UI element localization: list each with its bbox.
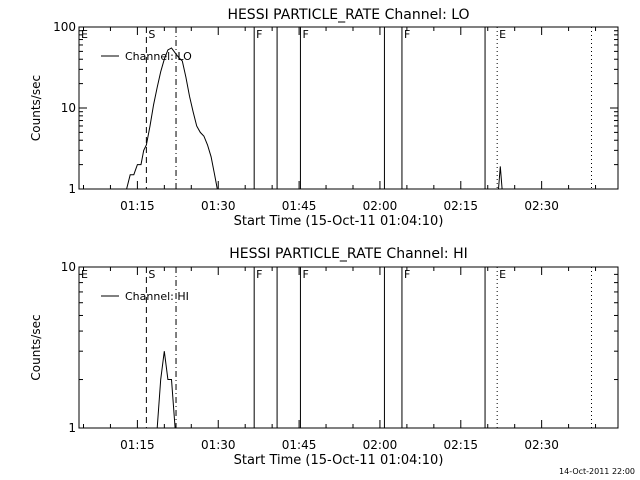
chart-panel-lo: HESSI PARTICLE_RATE Channel: LO 01:15 01:3… (29, 7, 619, 229)
flag-label: F (256, 28, 262, 41)
legend-entry: Channel: LO (125, 50, 192, 63)
x-tick-label: 01:15 (120, 438, 155, 452)
flag-label: F (404, 268, 410, 281)
y-tick-label: 100 (53, 20, 76, 34)
flag-label: F (256, 268, 262, 281)
data-series-line (126, 47, 218, 190)
flag-label: S (148, 28, 155, 41)
y-tick-label: 1 (68, 421, 76, 435)
chart-panel-hi: HESSI PARTICLE_RATE Channel: HI 01:15 01:3… (29, 246, 619, 468)
y-axis-label: Counts/sec (29, 75, 43, 141)
y-tick-label: 10 (61, 101, 76, 115)
x-tick-label: 01:30 (201, 438, 236, 452)
y-axis-label: Counts/sec (29, 314, 43, 380)
chart-title: HESSI PARTICLE_RATE Channel: HI (229, 246, 467, 262)
x-tick-label: 02:30 (524, 199, 559, 213)
flag-label: E (499, 28, 506, 41)
x-tick-label: 01:45 (282, 199, 317, 213)
flag-label: F (302, 28, 308, 41)
y-tick-label: 10 (61, 260, 76, 274)
flag-label: E (81, 28, 88, 41)
data-series-line (498, 166, 503, 190)
flag-label: F (302, 268, 308, 281)
legend-entry: Channel: HI (125, 290, 189, 303)
footer-timestamp: 14-Oct-2011 22:00 (559, 467, 635, 476)
flag-label: S (148, 268, 155, 281)
x-tick-label: 01:45 (282, 438, 317, 452)
x-tick-label: 02:15 (443, 199, 478, 213)
flag-label: F (404, 28, 410, 41)
x-axis-label: Start Time (15-Oct-11 01:04:10) (234, 453, 444, 468)
x-axis-label: Start Time (15-Oct-11 01:04:10) (234, 214, 444, 229)
x-tick-label: 02:00 (363, 438, 398, 452)
x-tick-label: 02:30 (524, 438, 559, 452)
x-tick-label: 01:15 (120, 199, 155, 213)
x-tick-label: 02:15 (443, 438, 478, 452)
flag-label: E (499, 268, 506, 281)
y-tick-label: 1 (68, 182, 76, 196)
x-tick-label: 01:30 (201, 199, 236, 213)
flag-label: E (81, 268, 88, 281)
data-series-line (156, 351, 176, 429)
x-tick-label: 02:00 (363, 199, 398, 213)
chart-title: HESSI PARTICLE_RATE Channel: LO (227, 7, 469, 23)
